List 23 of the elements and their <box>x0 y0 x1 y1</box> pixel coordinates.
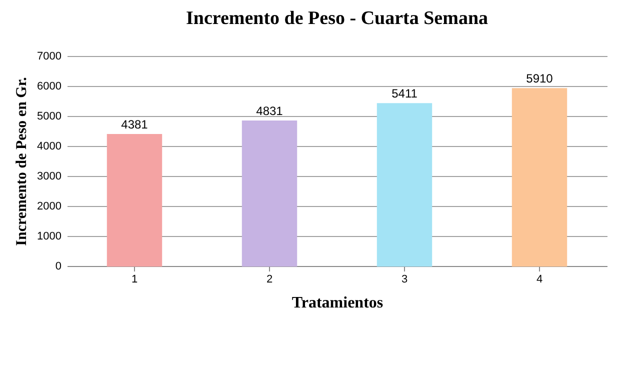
y-axis-title: Incremento de Peso en Gr. <box>14 76 30 246</box>
bar <box>376 103 432 267</box>
y-tick-label: 7000 <box>37 50 62 62</box>
x-tick-label: 4 <box>536 274 543 286</box>
y-tick-label: 2000 <box>37 200 62 212</box>
bar <box>106 134 162 267</box>
y-tick-label: 4000 <box>37 140 62 152</box>
bar <box>242 120 298 267</box>
y-tick-label: 3000 <box>37 170 62 182</box>
data-label: 5411 <box>392 86 418 101</box>
x-tick-label: 2 <box>266 274 273 286</box>
data-label: 5910 <box>526 72 554 86</box>
data-label: 4831 <box>256 104 284 118</box>
x-tick-label: 1 <box>131 274 138 286</box>
y-tick-label: 0 <box>55 260 62 272</box>
data-label: 4381 <box>121 118 148 132</box>
chart-title: Incremento de Peso - Cuarta Semana <box>186 8 489 29</box>
y-tick-label: 1000 <box>37 230 62 242</box>
bar <box>512 88 568 267</box>
y-tick-label: 6000 <box>37 80 62 92</box>
x-tick-label: 3 <box>401 274 408 286</box>
x-axis-title: Tratamientos <box>292 294 384 312</box>
y-tick-label: 5000 <box>37 110 62 122</box>
